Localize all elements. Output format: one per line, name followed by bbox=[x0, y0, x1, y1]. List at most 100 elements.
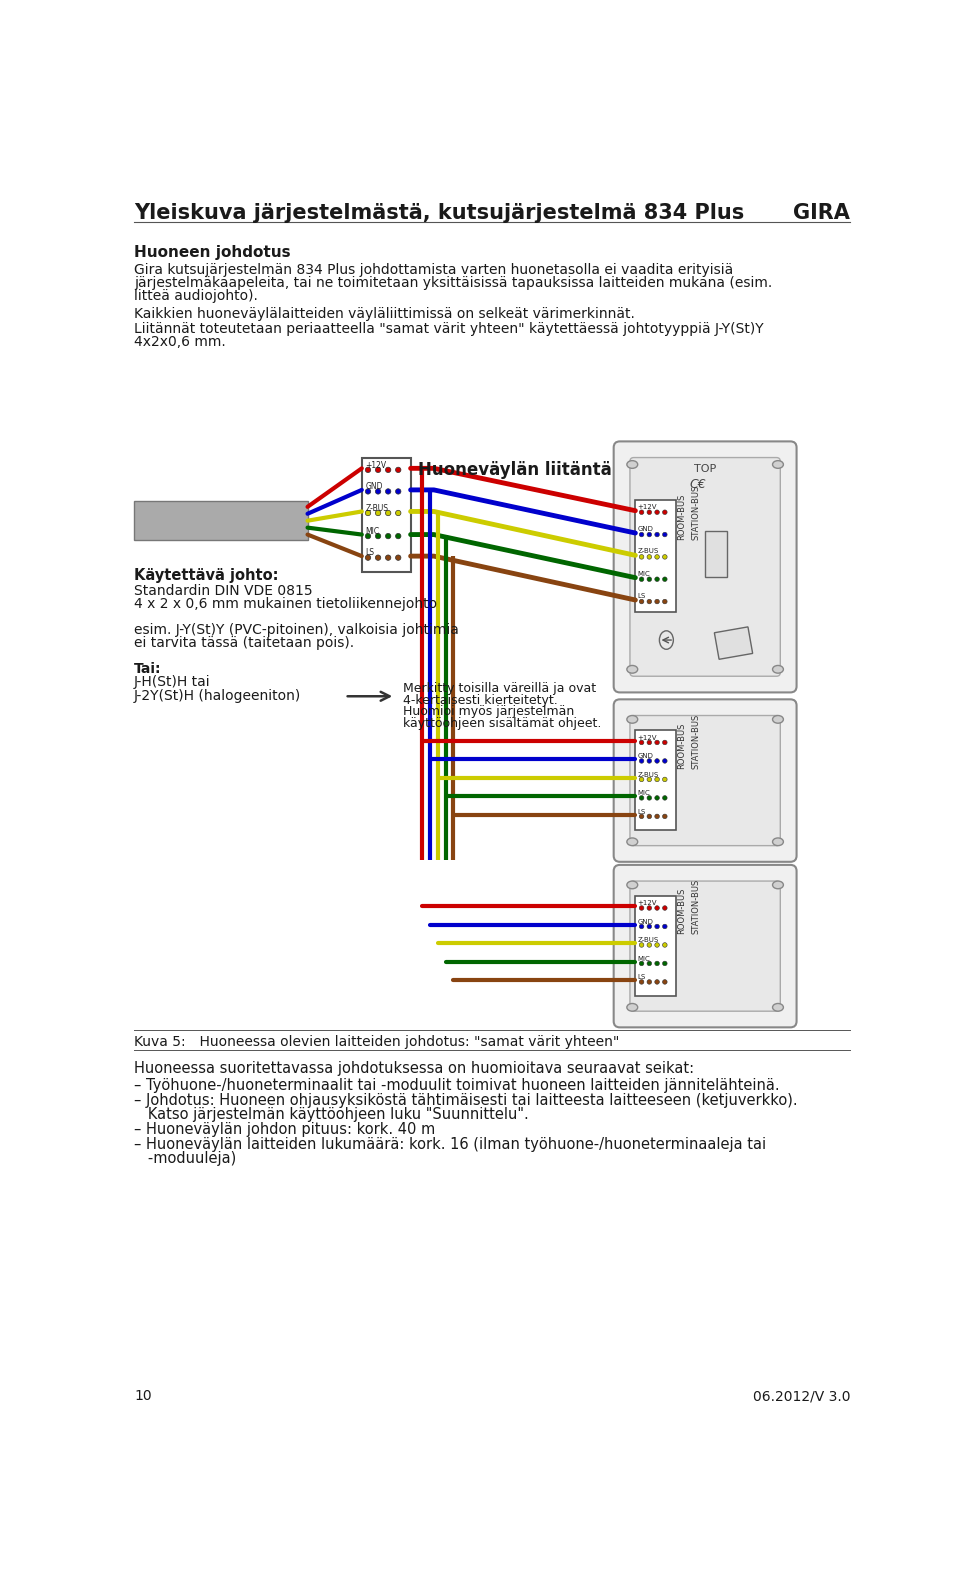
Circle shape bbox=[639, 510, 644, 515]
FancyBboxPatch shape bbox=[613, 441, 797, 692]
Text: järjestelmäkaapeleita, tai ne toimitetaan yksittäisissä tapauksissa laitteiden m: järjestelmäkaapeleita, tai ne toimitetaa… bbox=[134, 276, 772, 289]
Bar bbox=[636, 896, 676, 995]
Text: GND: GND bbox=[366, 482, 383, 491]
Text: – Huoneväylän johdon pituus: kork. 40 m: – Huoneväylän johdon pituus: kork. 40 m bbox=[134, 1122, 435, 1138]
Text: +12V: +12V bbox=[637, 901, 658, 907]
Circle shape bbox=[639, 599, 644, 604]
Text: GIRA: GIRA bbox=[793, 204, 850, 223]
Bar bbox=[714, 627, 753, 659]
Circle shape bbox=[366, 510, 371, 515]
Text: STATION-BUS: STATION-BUS bbox=[691, 714, 701, 768]
Text: – Huoneväylän laitteiden lukumäärä: kork. 16 (ilman työhuone-/huoneterminaaleja : – Huoneväylän laitteiden lukumäärä: kork… bbox=[134, 1136, 766, 1152]
FancyBboxPatch shape bbox=[613, 700, 797, 861]
Text: Huoneväylän liitäntä: Huoneväylän liitäntä bbox=[419, 461, 612, 479]
Circle shape bbox=[375, 534, 381, 539]
Circle shape bbox=[662, 961, 667, 965]
Ellipse shape bbox=[627, 1003, 637, 1011]
Text: MIC: MIC bbox=[637, 956, 651, 962]
Circle shape bbox=[366, 488, 371, 495]
Circle shape bbox=[662, 739, 667, 744]
Circle shape bbox=[655, 980, 660, 984]
FancyBboxPatch shape bbox=[630, 716, 780, 845]
Text: Z-BUS: Z-BUS bbox=[366, 504, 389, 514]
Circle shape bbox=[375, 510, 381, 515]
Circle shape bbox=[647, 924, 652, 929]
Circle shape bbox=[662, 924, 667, 929]
Circle shape bbox=[396, 534, 401, 539]
Text: LS: LS bbox=[637, 975, 646, 980]
Text: Kuva 5: Huoneessa olevien laitteiden johdotus: "samat värit yhteen": Kuva 5: Huoneessa olevien laitteiden joh… bbox=[134, 1035, 619, 1049]
Text: J-2Y(St)H (halogeeniton): J-2Y(St)H (halogeeniton) bbox=[134, 689, 301, 703]
Text: J-H(St)H tai: J-H(St)H tai bbox=[134, 676, 210, 689]
Text: 06.2012/V 3.0: 06.2012/V 3.0 bbox=[753, 1389, 850, 1403]
Circle shape bbox=[647, 555, 652, 559]
Text: +12V: +12V bbox=[637, 735, 658, 741]
Circle shape bbox=[655, 961, 660, 965]
FancyBboxPatch shape bbox=[613, 864, 797, 1027]
Text: 4x2x0,6 mm.: 4x2x0,6 mm. bbox=[134, 335, 226, 349]
Text: GND: GND bbox=[637, 526, 654, 532]
Text: Käytettävä johto:: Käytettävä johto: bbox=[134, 569, 278, 583]
Circle shape bbox=[639, 739, 644, 744]
Circle shape bbox=[655, 510, 660, 515]
Ellipse shape bbox=[627, 837, 637, 845]
Circle shape bbox=[655, 924, 660, 929]
Text: ROOM-BUS: ROOM-BUS bbox=[678, 888, 686, 934]
Circle shape bbox=[375, 468, 381, 472]
Circle shape bbox=[639, 532, 644, 537]
Circle shape bbox=[396, 510, 401, 515]
Circle shape bbox=[647, 577, 652, 581]
Circle shape bbox=[655, 758, 660, 763]
Circle shape bbox=[385, 468, 391, 472]
Circle shape bbox=[647, 796, 652, 799]
Text: MIC: MIC bbox=[366, 526, 380, 536]
Circle shape bbox=[385, 555, 391, 561]
Bar bbox=[636, 730, 676, 830]
Circle shape bbox=[655, 599, 660, 604]
Text: Huomioi myös järjestelmän: Huomioi myös järjestelmän bbox=[403, 706, 574, 719]
Text: ROOM-BUS: ROOM-BUS bbox=[678, 495, 686, 540]
Ellipse shape bbox=[773, 837, 783, 845]
Circle shape bbox=[655, 532, 660, 537]
Text: -moduuleja): -moduuleja) bbox=[134, 1152, 236, 1166]
Text: 4-kertaisesti kierteitetyt.: 4-kertaisesti kierteitetyt. bbox=[403, 694, 558, 706]
Ellipse shape bbox=[773, 461, 783, 468]
Circle shape bbox=[655, 555, 660, 559]
Circle shape bbox=[639, 777, 644, 782]
Text: GND: GND bbox=[637, 754, 654, 760]
Text: Gira kutsujärjestelmän 834 Plus johdottamista varten huonetasolla ei vaadita eri: Gira kutsujärjestelmän 834 Plus johdotta… bbox=[134, 262, 733, 276]
Text: Yleiskuva järjestelmästä, kutsujärjestelmä 834 Plus: Yleiskuva järjestelmästä, kutsujärjestel… bbox=[134, 204, 744, 223]
Bar bbox=[636, 499, 676, 611]
Circle shape bbox=[662, 796, 667, 799]
Circle shape bbox=[375, 555, 381, 561]
Circle shape bbox=[655, 577, 660, 581]
Circle shape bbox=[647, 943, 652, 948]
Circle shape bbox=[647, 961, 652, 965]
Text: MIC: MIC bbox=[637, 570, 651, 577]
Text: GND: GND bbox=[637, 920, 654, 924]
Circle shape bbox=[639, 796, 644, 799]
Ellipse shape bbox=[627, 665, 637, 673]
Circle shape bbox=[647, 510, 652, 515]
Text: Z-BUS: Z-BUS bbox=[637, 548, 659, 555]
Circle shape bbox=[647, 980, 652, 984]
Circle shape bbox=[662, 905, 667, 910]
Circle shape bbox=[662, 577, 667, 581]
Circle shape bbox=[396, 488, 401, 495]
Text: Liitännät toteutetaan periaatteella "samat värit yhteen" käytettäessä johtotyypp: Liitännät toteutetaan periaatteella "sam… bbox=[134, 322, 763, 337]
Circle shape bbox=[385, 488, 391, 495]
Circle shape bbox=[655, 943, 660, 948]
Text: – Työhuone-/huoneterminaalit tai -moduulit toimivat huoneen laitteiden jännitelä: – Työhuone-/huoneterminaalit tai -moduul… bbox=[134, 1078, 780, 1093]
Circle shape bbox=[647, 905, 652, 910]
Text: TOP: TOP bbox=[694, 465, 716, 474]
Circle shape bbox=[662, 510, 667, 515]
Circle shape bbox=[385, 510, 391, 515]
Circle shape bbox=[662, 943, 667, 948]
Text: Z-BUS: Z-BUS bbox=[637, 937, 659, 943]
Circle shape bbox=[662, 555, 667, 559]
Ellipse shape bbox=[773, 1003, 783, 1011]
Ellipse shape bbox=[627, 461, 637, 468]
Circle shape bbox=[639, 943, 644, 948]
Text: Katso järjestelmän käyttöohjeen luku "Suunnittelu".: Katso järjestelmän käyttöohjeen luku "Su… bbox=[134, 1108, 529, 1122]
Circle shape bbox=[396, 555, 401, 561]
